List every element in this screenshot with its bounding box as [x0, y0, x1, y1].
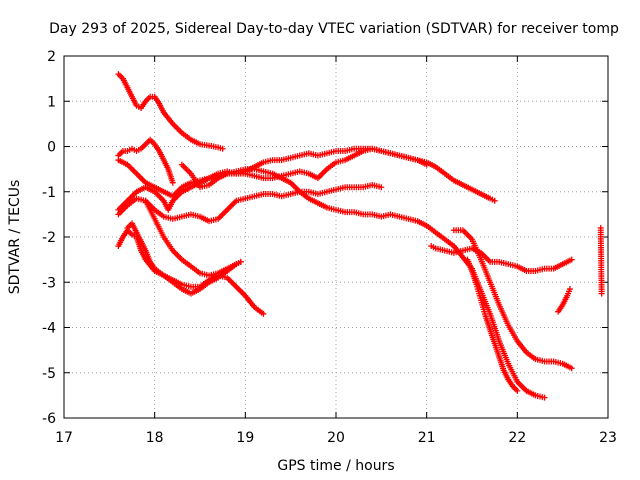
y-tick-label: 0	[47, 140, 56, 156]
series-track-g	[115, 227, 267, 317]
data-point	[566, 286, 573, 293]
y-tick-label: -1	[42, 185, 56, 201]
data-point	[237, 258, 244, 265]
series-track-m	[555, 286, 573, 315]
y-tick-label: -3	[42, 275, 56, 291]
x-tick-label: 22	[508, 430, 526, 446]
series-track-d	[115, 145, 430, 200]
y-tick-label: -4	[42, 321, 56, 337]
data-point	[423, 161, 430, 168]
data-point	[260, 310, 267, 317]
y-tick-label: 2	[47, 49, 56, 65]
data-point	[514, 387, 521, 394]
y-tick-label: 1	[47, 94, 56, 110]
grid-layer	[64, 56, 608, 418]
y-tick-label: -2	[42, 230, 56, 246]
x-tick-label: 18	[146, 430, 164, 446]
series-track-e	[115, 181, 385, 225]
y-tick-label: -6	[42, 411, 56, 427]
data-point	[169, 179, 176, 186]
x-axis-label: GPS time / hours	[277, 458, 394, 474]
x-tick-label: 17	[55, 430, 73, 446]
series-track-j	[428, 243, 575, 274]
mark-layer	[115, 71, 605, 401]
chart-title: Day 293 of 2025, Sidereal Day-to-day VTE…	[49, 21, 619, 37]
data-point	[568, 365, 575, 372]
series-track-a	[115, 71, 226, 152]
y-axis-label: SDTVAR / TECUs	[7, 180, 23, 295]
data-point	[219, 145, 226, 152]
series-track-k	[450, 227, 575, 372]
data-point	[541, 394, 548, 401]
series-track-n	[597, 224, 605, 297]
x-tick-label: 21	[418, 430, 436, 446]
x-tick-label: 19	[236, 430, 254, 446]
y-tick-label: -5	[42, 366, 56, 382]
data-point	[598, 290, 605, 297]
data-point	[378, 184, 385, 191]
series-track-i	[142, 197, 244, 279]
series-track-b	[115, 136, 176, 186]
x-tick-label: 23	[599, 430, 617, 446]
x-tick-label: 20	[327, 430, 345, 446]
data-point	[491, 197, 498, 204]
data-point	[568, 256, 575, 263]
series-track-l	[464, 256, 521, 394]
